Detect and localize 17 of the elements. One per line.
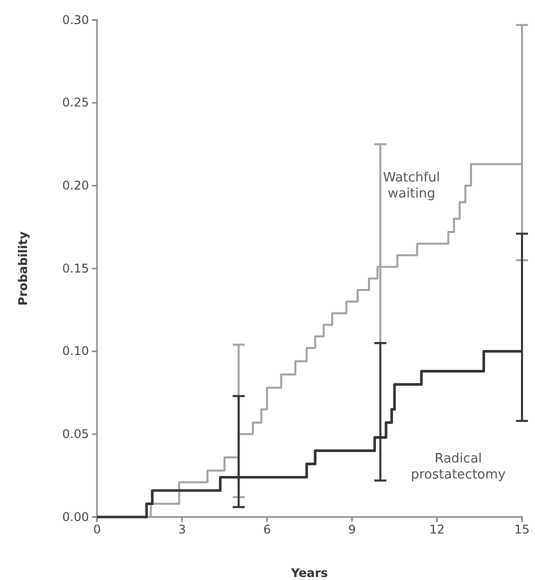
x-tick-label: 15 bbox=[514, 522, 530, 537]
x-tick-label: 12 bbox=[429, 522, 445, 537]
text: Radical prostatectomy bbox=[410, 451, 506, 482]
y-tick-label: 0.10 bbox=[62, 344, 89, 358]
y-tick-label: 0.25 bbox=[62, 96, 89, 110]
x-axis-title: Years bbox=[290, 566, 328, 580]
y-tick-label: 0.30 bbox=[62, 12, 89, 27]
y-axis-title: Probability bbox=[16, 231, 30, 306]
x-tick-label: 0 bbox=[93, 522, 101, 537]
x-tick-label: 6 bbox=[263, 522, 271, 537]
y-tick-label: 0.20 bbox=[62, 178, 89, 193]
x-tick-label: 3 bbox=[178, 522, 186, 537]
series-label: Watchful waiting bbox=[383, 170, 440, 202]
y-tick-label: 0.15 bbox=[62, 261, 89, 276]
x-tick-label: 9 bbox=[348, 522, 356, 537]
y-tick-label: 0.05 bbox=[62, 427, 89, 442]
y-tick-label: 0.00 bbox=[62, 510, 89, 524]
